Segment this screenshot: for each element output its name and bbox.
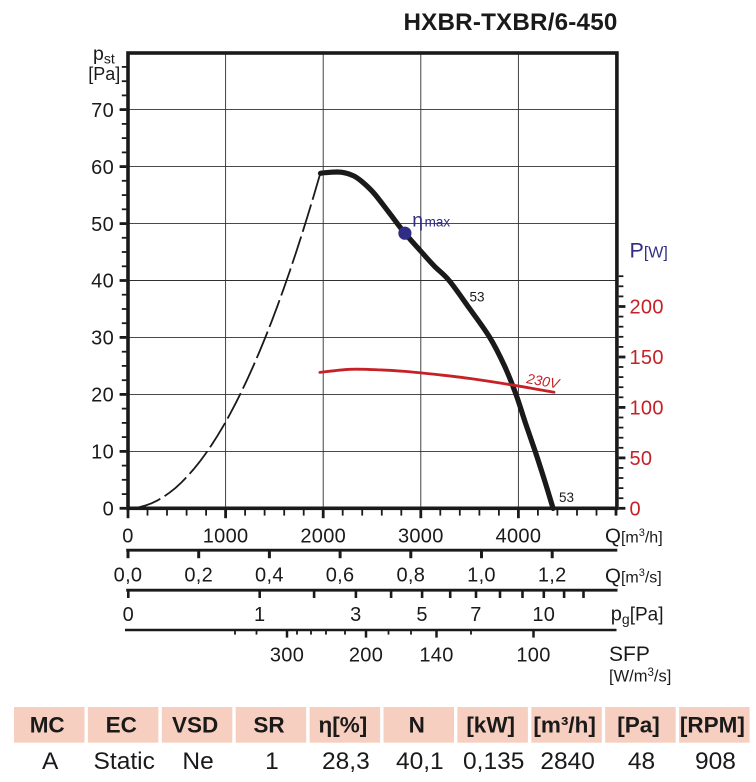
svg-text:η[%]: η[%] [319, 713, 368, 738]
svg-text:SR: SR [253, 713, 284, 738]
svg-text:0: 0 [122, 526, 133, 548]
svg-text:3000: 3000 [398, 526, 444, 548]
svg-text:1: 1 [265, 748, 279, 775]
svg-text:10: 10 [532, 604, 555, 626]
svg-text:1,2: 1,2 [538, 564, 567, 586]
svg-text:0,6: 0,6 [326, 564, 355, 586]
svg-text:A: A [42, 748, 59, 775]
svg-text:Ne: Ne [182, 748, 213, 775]
svg-text:Static: Static [94, 748, 155, 775]
svg-text:1: 1 [254, 604, 265, 626]
svg-text:0,135: 0,135 [463, 748, 524, 775]
svg-text:7: 7 [470, 604, 481, 626]
svg-text:300: 300 [270, 644, 304, 666]
svg-text:3: 3 [350, 604, 361, 626]
svg-text:70: 70 [91, 100, 114, 122]
svg-text:100: 100 [630, 398, 664, 420]
svg-text:60: 60 [91, 157, 114, 179]
svg-text:40,1: 40,1 [396, 748, 444, 775]
svg-text:53: 53 [559, 490, 574, 505]
svg-text:4000: 4000 [496, 526, 542, 548]
svg-text:0,2: 0,2 [184, 564, 213, 586]
svg-text:0: 0 [123, 604, 134, 626]
svg-text:0,0: 0,0 [114, 564, 143, 586]
svg-text:[Pa]: [Pa] [617, 713, 660, 738]
svg-text:1000: 1000 [203, 526, 249, 548]
svg-text:48: 48 [628, 748, 655, 775]
svg-text:200: 200 [630, 297, 664, 319]
svg-text:[W/m3/s]: [W/m3/s] [609, 667, 671, 686]
svg-text:N: N [409, 713, 425, 738]
svg-text:EC: EC [106, 713, 137, 738]
svg-text:5: 5 [416, 604, 427, 626]
svg-text:HXBR-TXBR/6-450: HXBR-TXBR/6-450 [403, 9, 617, 36]
svg-text:0,4: 0,4 [255, 564, 284, 586]
svg-text:2000: 2000 [300, 526, 346, 548]
svg-text:0: 0 [630, 499, 641, 521]
svg-text:0,8: 0,8 [396, 564, 425, 586]
svg-text:140: 140 [419, 644, 453, 666]
svg-text:MC: MC [30, 713, 65, 738]
svg-text:[Pa]: [Pa] [88, 64, 120, 84]
svg-text:50: 50 [630, 448, 653, 470]
svg-text:Q[m3/h]: Q[m3/h] [605, 525, 663, 548]
svg-text:908: 908 [695, 748, 736, 775]
svg-text:SFP: SFP [609, 643, 650, 666]
svg-text:20: 20 [91, 385, 114, 407]
svg-text:P[W]: P[W] [630, 239, 668, 263]
svg-text:Q[m3/s]: Q[m3/s] [605, 565, 662, 588]
svg-text:pst: pst [93, 43, 115, 67]
svg-text:VSD: VSD [172, 713, 218, 738]
svg-text:[kW]: [kW] [466, 713, 515, 738]
svg-text:30: 30 [91, 328, 114, 350]
svg-text:200: 200 [349, 644, 383, 666]
svg-text:40: 40 [91, 271, 114, 293]
svg-text:10: 10 [91, 442, 114, 464]
svg-text:230V: 230V [524, 370, 562, 392]
svg-text:150: 150 [630, 347, 664, 369]
svg-text:28,3: 28,3 [322, 748, 370, 775]
svg-text:[RPM]: [RPM] [680, 713, 745, 738]
svg-text:100: 100 [516, 644, 550, 666]
svg-text:50: 50 [91, 214, 114, 236]
svg-text:53: 53 [470, 290, 485, 305]
svg-text:1,0: 1,0 [467, 564, 496, 586]
svg-text:0: 0 [103, 499, 114, 521]
svg-text:[m³/h]: [m³/h] [533, 713, 595, 738]
svg-text:pg[Pa]: pg[Pa] [611, 604, 664, 628]
svg-text:2840: 2840 [540, 748, 595, 775]
